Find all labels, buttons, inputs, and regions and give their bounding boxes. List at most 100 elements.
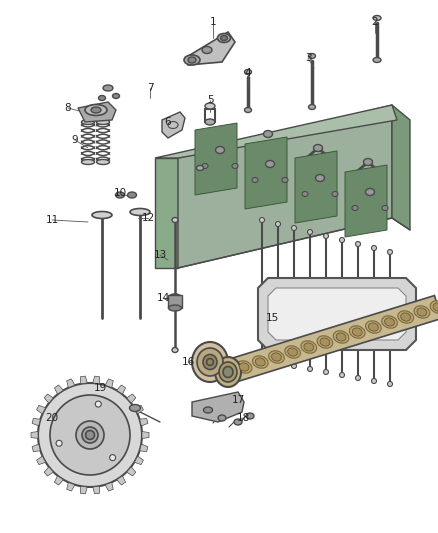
Ellipse shape xyxy=(113,93,120,99)
Polygon shape xyxy=(268,288,406,340)
Polygon shape xyxy=(117,385,126,394)
Polygon shape xyxy=(32,418,40,426)
Polygon shape xyxy=(192,392,244,422)
Text: 3: 3 xyxy=(305,53,311,63)
Ellipse shape xyxy=(244,69,251,75)
Ellipse shape xyxy=(264,131,272,138)
Ellipse shape xyxy=(315,174,325,182)
Ellipse shape xyxy=(398,311,413,323)
Polygon shape xyxy=(54,385,64,394)
Ellipse shape xyxy=(56,440,62,446)
Ellipse shape xyxy=(202,46,212,53)
Ellipse shape xyxy=(130,208,150,215)
Text: 6: 6 xyxy=(165,117,171,127)
Text: 8: 8 xyxy=(65,103,71,113)
Ellipse shape xyxy=(382,206,388,211)
Ellipse shape xyxy=(127,192,137,198)
Ellipse shape xyxy=(220,366,236,378)
Ellipse shape xyxy=(364,158,372,166)
Text: 13: 13 xyxy=(153,250,166,260)
Polygon shape xyxy=(67,379,75,387)
Ellipse shape xyxy=(184,55,200,65)
Ellipse shape xyxy=(356,241,360,246)
Ellipse shape xyxy=(85,104,107,116)
Ellipse shape xyxy=(301,341,317,353)
Text: 16: 16 xyxy=(181,357,194,367)
Polygon shape xyxy=(168,295,182,308)
Polygon shape xyxy=(93,376,100,384)
Ellipse shape xyxy=(215,147,225,154)
Ellipse shape xyxy=(244,108,251,112)
Ellipse shape xyxy=(373,58,381,62)
Ellipse shape xyxy=(232,164,238,168)
Ellipse shape xyxy=(292,364,297,368)
Polygon shape xyxy=(134,456,143,465)
Ellipse shape xyxy=(433,303,438,311)
Polygon shape xyxy=(127,467,136,476)
Ellipse shape xyxy=(172,217,178,222)
Ellipse shape xyxy=(197,348,223,376)
Ellipse shape xyxy=(285,346,300,358)
Ellipse shape xyxy=(324,369,328,375)
Ellipse shape xyxy=(252,177,258,182)
Polygon shape xyxy=(117,476,126,485)
Text: 12: 12 xyxy=(141,213,155,223)
Polygon shape xyxy=(31,432,38,439)
Text: 1: 1 xyxy=(210,17,216,27)
Ellipse shape xyxy=(366,321,381,333)
Ellipse shape xyxy=(38,383,142,487)
Ellipse shape xyxy=(282,177,288,182)
Polygon shape xyxy=(37,406,46,414)
Ellipse shape xyxy=(307,230,312,235)
Ellipse shape xyxy=(197,166,204,171)
Ellipse shape xyxy=(356,376,360,381)
Ellipse shape xyxy=(302,191,308,197)
Text: 2: 2 xyxy=(372,17,378,27)
Ellipse shape xyxy=(308,104,315,109)
Ellipse shape xyxy=(116,192,124,198)
Ellipse shape xyxy=(333,331,349,343)
Polygon shape xyxy=(105,379,113,387)
Ellipse shape xyxy=(401,313,410,321)
Polygon shape xyxy=(44,394,53,403)
Ellipse shape xyxy=(246,413,254,419)
Text: 14: 14 xyxy=(156,293,170,303)
Ellipse shape xyxy=(255,358,265,366)
Polygon shape xyxy=(32,444,40,451)
Ellipse shape xyxy=(314,144,322,151)
Polygon shape xyxy=(155,158,178,268)
Polygon shape xyxy=(54,476,64,485)
Polygon shape xyxy=(140,444,148,451)
Ellipse shape xyxy=(324,233,328,238)
Ellipse shape xyxy=(81,119,95,125)
Polygon shape xyxy=(80,376,87,384)
Ellipse shape xyxy=(288,348,297,356)
Polygon shape xyxy=(195,123,237,195)
Ellipse shape xyxy=(417,308,427,316)
Ellipse shape xyxy=(50,395,130,475)
Polygon shape xyxy=(295,151,337,223)
Polygon shape xyxy=(67,482,75,491)
Polygon shape xyxy=(245,137,287,209)
Ellipse shape xyxy=(239,363,249,371)
Ellipse shape xyxy=(218,34,230,43)
Ellipse shape xyxy=(237,361,252,373)
Ellipse shape xyxy=(317,336,333,348)
Ellipse shape xyxy=(130,405,141,411)
Text: 17: 17 xyxy=(231,395,245,405)
Ellipse shape xyxy=(234,419,242,425)
Ellipse shape xyxy=(188,57,196,63)
Ellipse shape xyxy=(218,415,226,421)
Ellipse shape xyxy=(96,119,110,125)
Ellipse shape xyxy=(339,238,345,243)
Text: 11: 11 xyxy=(46,215,59,225)
Ellipse shape xyxy=(203,354,217,369)
Ellipse shape xyxy=(307,367,312,372)
Ellipse shape xyxy=(99,95,106,101)
Text: 7: 7 xyxy=(147,83,153,93)
Ellipse shape xyxy=(268,351,284,363)
Ellipse shape xyxy=(368,323,378,331)
Ellipse shape xyxy=(292,225,297,230)
Polygon shape xyxy=(155,105,397,158)
Ellipse shape xyxy=(223,368,233,376)
